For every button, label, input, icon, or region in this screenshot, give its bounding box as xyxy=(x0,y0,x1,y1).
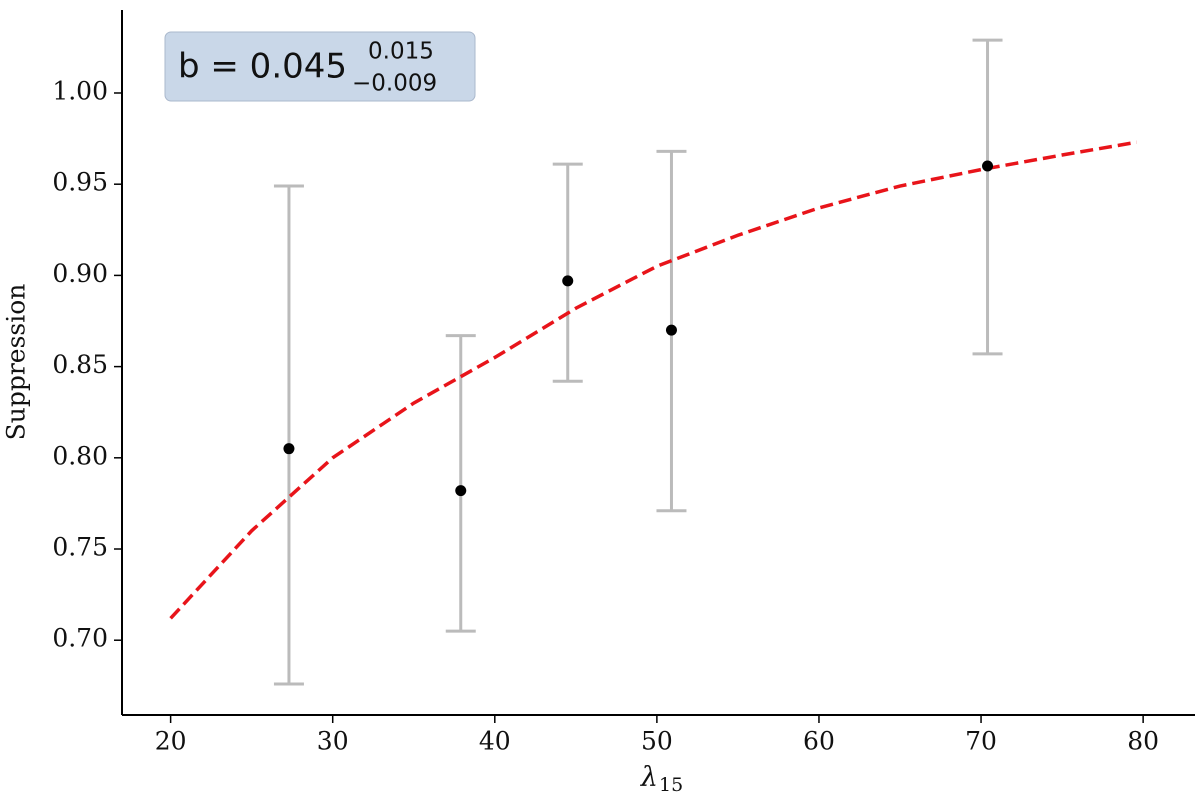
y-tick-label: 1.00 xyxy=(52,76,108,105)
x-tick-label: 20 xyxy=(155,727,187,756)
y-tick-label: 0.90 xyxy=(52,259,108,288)
point xyxy=(283,443,295,455)
point xyxy=(455,485,467,497)
x-axis-label: λ xyxy=(640,762,658,793)
point xyxy=(982,160,994,172)
annotation-upper: 0.015 xyxy=(368,39,434,65)
x-axis-label-subscript: 15 xyxy=(659,774,683,796)
x-tick-label: 40 xyxy=(479,727,511,756)
y-tick-label: 0.85 xyxy=(52,350,108,379)
y-tick-label: 0.80 xyxy=(52,441,108,470)
x-tick-label: 60 xyxy=(803,727,835,756)
x-tick-label: 30 xyxy=(317,727,349,756)
x-tick-label: 80 xyxy=(1127,727,1159,756)
x-tick-label: 50 xyxy=(641,727,673,756)
y-tick-label: 0.75 xyxy=(52,533,108,562)
fit-line xyxy=(169,140,1137,620)
annotation-box xyxy=(164,31,476,102)
y-tick-label: 0.95 xyxy=(52,168,108,197)
annotation: b = 0.045 xyxy=(178,47,347,87)
point xyxy=(665,324,677,336)
annotation-lower: −0.009 xyxy=(352,71,437,97)
x-tick-label: 70 xyxy=(965,727,997,756)
point xyxy=(562,275,574,287)
y-tick-label: 0.70 xyxy=(52,624,108,653)
y-axis-label: Suppression xyxy=(2,284,31,441)
